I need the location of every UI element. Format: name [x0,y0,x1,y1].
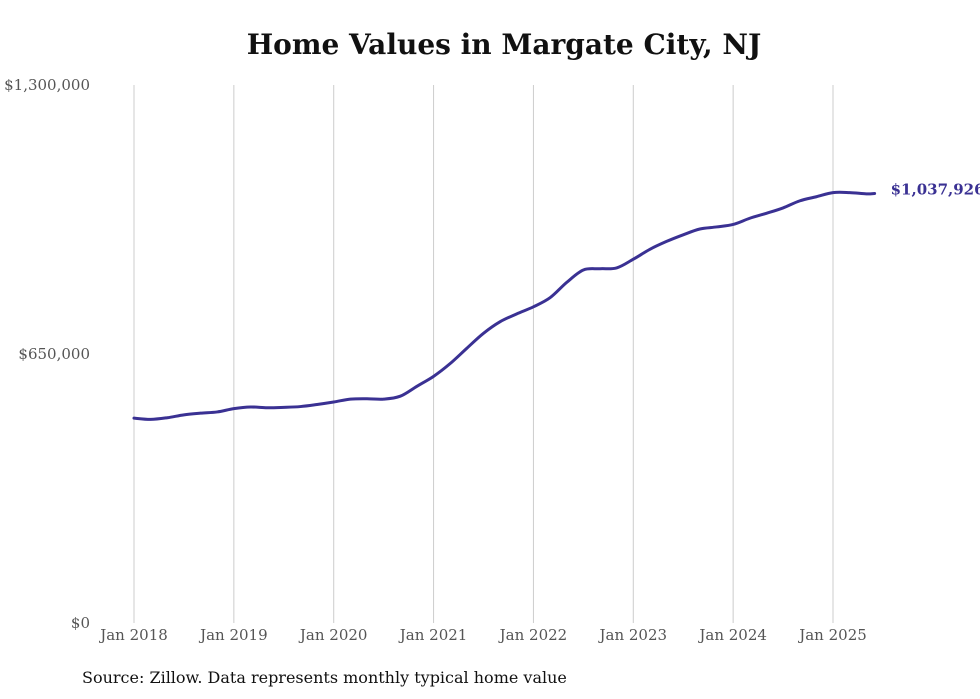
x-tick-label: Jan 2021 [398,626,468,644]
series-line [132,190,877,421]
y-tick-label: $1,300,000 [4,76,90,94]
x-tick-label: Jan 2023 [598,626,668,644]
end-label-layer: $1,037,926 [891,180,980,198]
y-axis-ticks: $0 $650,000 $1,300,000 [4,76,90,632]
y-tick-label: $0 [71,614,90,632]
x-tick-label: Jan 2025 [797,626,867,644]
x-tick-label: Jan 2024 [697,626,767,644]
chart-title: Home Values in Margate City, NJ [246,28,762,61]
x-tick-label: Jan 2020 [298,626,368,644]
end-value-label: $1,037,926 [891,180,980,198]
series-layer [132,190,877,421]
source-note: Source: Zillow. Data represents monthly … [82,668,567,687]
grid-lines [133,85,834,623]
x-tick-label: Jan 2018 [98,626,168,644]
x-tick-label: Jan 2019 [198,626,268,644]
y-tick-label: $650,000 [18,345,90,363]
x-tick-label: Jan 2022 [498,626,568,644]
x-axis-ticks: Jan 2018 Jan 2019 Jan 2020 Jan 2021 Jan 2022… [98,626,867,644]
